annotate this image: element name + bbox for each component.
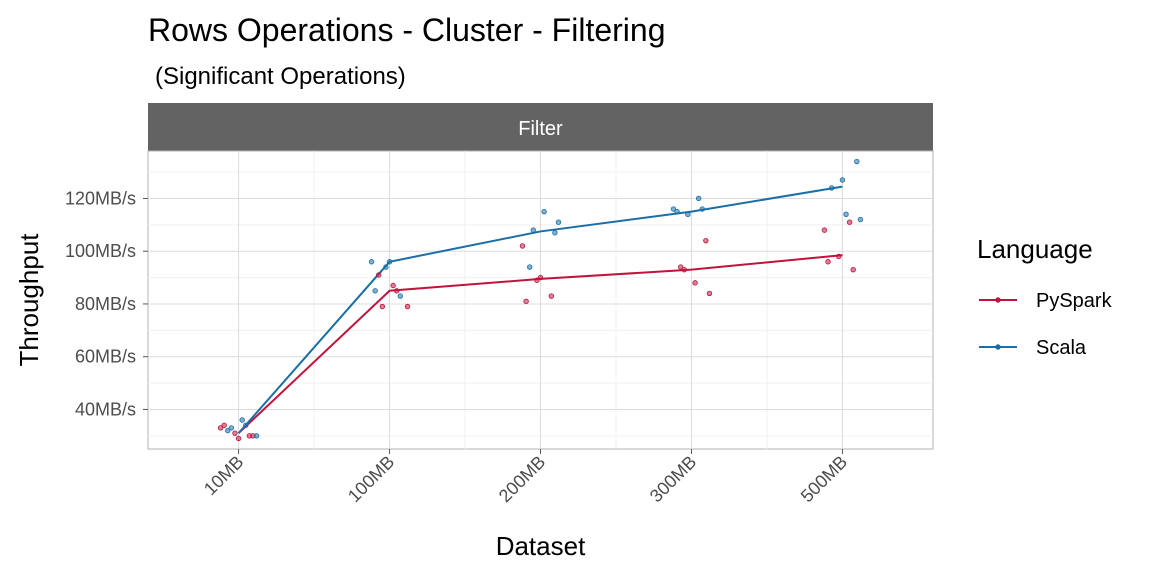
x-tick-label: 100MB — [344, 452, 398, 506]
x-axis-title: Dataset — [496, 531, 586, 561]
data-point-pyspark — [825, 259, 831, 265]
data-point-scala — [253, 433, 260, 439]
chart-subtitle: (Significant Operations) — [155, 63, 406, 90]
y-axis: 40MB/s 60MB/s 80MB/s 100MB/s 120MB/s — [65, 188, 148, 419]
data-point-pyspark — [706, 290, 713, 297]
data-point-scala — [225, 427, 231, 434]
data-point-scala — [386, 259, 393, 265]
data-point-pyspark — [404, 303, 411, 310]
data-point-scala — [552, 230, 558, 236]
y-tick-label: 60MB/s — [75, 347, 136, 367]
data-point-pyspark — [394, 288, 400, 294]
data-point-scala — [239, 417, 245, 423]
data-point-scala — [527, 264, 533, 270]
legend-label-pyspark: PySpark — [1036, 290, 1113, 312]
y-tick-label: 100MB/s — [65, 241, 136, 261]
legend-title: Language — [977, 234, 1093, 264]
data-point-pyspark — [850, 266, 856, 273]
x-tick-label: 10MB — [200, 452, 247, 499]
data-point-scala — [854, 158, 860, 165]
data-point-scala — [685, 211, 691, 217]
data-point-pyspark — [692, 280, 698, 286]
data-point-scala — [670, 206, 677, 212]
x-axis: 10MB 100MB 200MB 300MB 500MB — [200, 449, 851, 506]
data-point-scala — [695, 195, 702, 202]
y-tick-label: 40MB/s — [75, 399, 136, 419]
data-point-pyspark — [836, 253, 842, 260]
data-point-scala — [228, 425, 235, 431]
data-point-scala — [839, 177, 846, 183]
data-point-scala — [857, 216, 864, 223]
y-axis-title: Throughput — [14, 233, 44, 367]
data-point-pyspark — [232, 430, 238, 436]
data-point-scala — [828, 185, 835, 191]
data-point-pyspark — [821, 227, 828, 233]
x-tick-label: 200MB — [495, 452, 549, 506]
data-point-pyspark — [519, 243, 526, 249]
data-point-pyspark — [846, 219, 853, 225]
facet-strip — [148, 103, 933, 151]
data-point-pyspark — [217, 425, 224, 431]
data-point-scala — [530, 227, 536, 233]
data-point-pyspark — [537, 274, 544, 281]
data-point-scala — [843, 211, 849, 217]
data-point-scala — [383, 264, 389, 270]
series-line-scala — [237, 185, 843, 434]
series-points — [217, 158, 864, 442]
data-point-pyspark — [379, 303, 386, 310]
y-tick-label: 120MB/s — [65, 188, 136, 208]
y-tick-label: 80MB/s — [75, 294, 136, 314]
data-point-scala — [555, 219, 562, 225]
data-point-scala — [674, 208, 680, 215]
data-point-pyspark — [376, 272, 382, 278]
x-tick-label: 300MB — [646, 452, 700, 506]
major-gridlines — [148, 151, 933, 449]
legend-key-point-pyspark — [995, 297, 1001, 303]
data-point-scala — [541, 208, 547, 215]
data-point-scala — [368, 259, 375, 265]
legend: PySpark Scala — [979, 290, 1113, 359]
data-point-pyspark — [703, 237, 709, 244]
facet-label: Filter — [518, 118, 563, 140]
data-point-pyspark — [681, 266, 687, 273]
data-point-scala — [397, 293, 404, 299]
data-point-pyspark — [523, 298, 529, 305]
data-point-pyspark — [221, 422, 227, 428]
data-point-scala — [243, 422, 249, 428]
x-tick-label: 500MB — [797, 452, 851, 506]
legend-key-point-scala — [995, 344, 1001, 350]
data-point-pyspark — [390, 282, 396, 289]
data-point-pyspark — [548, 293, 554, 299]
chart-title: Rows Operations - Cluster - Filtering — [148, 12, 665, 48]
data-point-pyspark — [534, 277, 540, 283]
data-point-scala — [372, 288, 378, 294]
data-point-scala — [699, 206, 705, 212]
data-point-pyspark — [677, 264, 684, 270]
data-point-pyspark — [235, 435, 242, 442]
legend-label-scala: Scala — [1036, 337, 1087, 359]
